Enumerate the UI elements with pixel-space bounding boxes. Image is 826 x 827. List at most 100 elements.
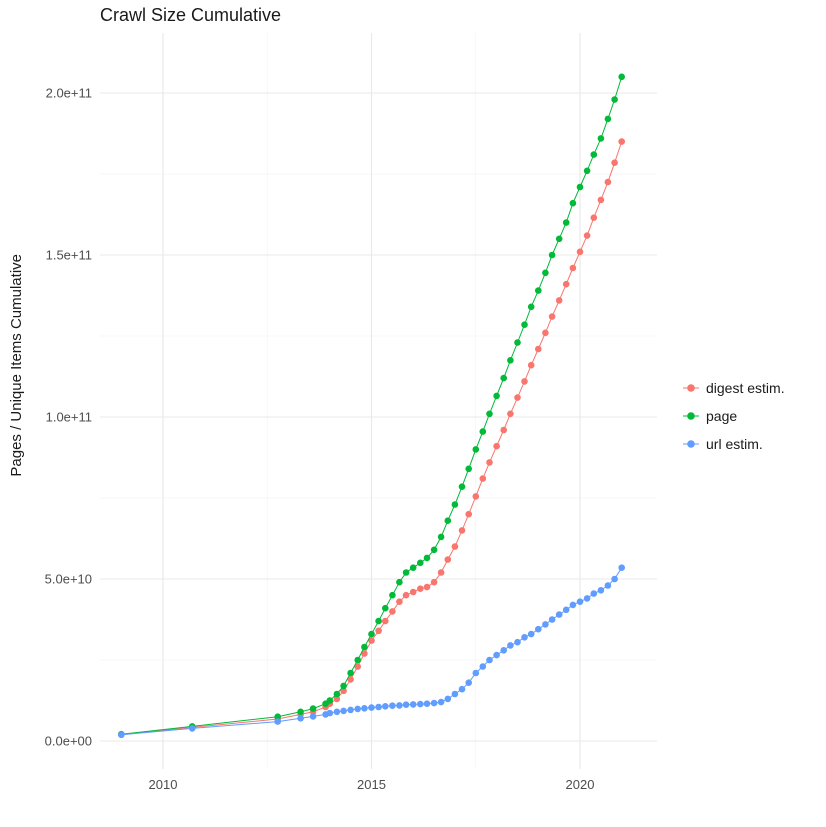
data-point-url-estim (347, 706, 354, 714)
data-point-page (309, 705, 317, 712)
data-point-url-estim (382, 703, 389, 710)
data-point-url-estim (514, 638, 521, 646)
data-point-digest-estim (548, 313, 556, 320)
data-point-url-estim (309, 713, 317, 720)
data-point-page (604, 115, 612, 123)
data-point-url-estim (326, 709, 334, 717)
data-point-digest-estim (500, 426, 508, 434)
legend-item-digest-estim: digest estim. (682, 380, 785, 396)
data-point-digest-estim (521, 378, 528, 385)
data-point-digest-estim (583, 232, 591, 239)
data-point-page (368, 630, 375, 638)
legend-label-digest-estim: digest estim. (706, 380, 785, 396)
legend-label-url-estim: url estim. (706, 436, 763, 452)
x-tick-label: 2020 (566, 777, 595, 792)
data-point-page (535, 287, 542, 294)
data-point-digest-estim (382, 617, 389, 625)
data-point-digest-estim (611, 159, 618, 166)
data-point-digest-estim (472, 493, 480, 500)
data-point-url-estim (458, 685, 466, 693)
data-point-url-estim (527, 630, 535, 638)
data-point-page (409, 564, 417, 571)
data-point-url-estim (444, 695, 452, 703)
data-point-url-estim (486, 656, 493, 664)
data-point-url-estim (188, 725, 196, 732)
data-point-digest-estim (576, 248, 584, 256)
data-point-digest-estim (479, 475, 487, 482)
legend: digest estim. page url estim. (682, 380, 785, 452)
data-point-url-estim (297, 715, 304, 722)
data-point-url-estim (396, 702, 403, 709)
data-point-url-estim (583, 595, 591, 602)
data-point-digest-estim (618, 138, 625, 145)
y-tick-label: 0.0e+00 (45, 734, 92, 749)
data-point-page (542, 269, 549, 277)
data-point-page (590, 151, 598, 158)
data-point-digest-estim (555, 297, 563, 304)
data-point-digest-estim (347, 676, 354, 683)
series-layer (118, 73, 625, 739)
data-point-url-estim (479, 663, 487, 670)
data-point-digest-estim (514, 394, 521, 401)
data-point-url-estim (604, 582, 612, 589)
x-tick-label: 2010 (149, 777, 178, 792)
data-point-page (555, 235, 563, 243)
series-url-estim (118, 564, 625, 739)
data-point-url-estim (507, 642, 514, 649)
y-tick-label: 2.0e+11 (46, 86, 92, 101)
data-point-page (521, 321, 528, 329)
data-point-digest-estim (527, 361, 535, 369)
legend-item-page: page (682, 408, 785, 424)
legend-key-dot-digest-estim (682, 381, 700, 395)
data-point-page (396, 578, 403, 586)
data-point-page (347, 669, 354, 677)
data-point-page (597, 135, 605, 142)
data-point-digest-estim (333, 695, 341, 703)
data-point-digest-estim (409, 588, 417, 596)
data-point-digest-estim (542, 329, 549, 337)
legend-label-page: page (706, 408, 738, 424)
data-point-url-estim (333, 708, 341, 716)
data-point-page (548, 251, 556, 259)
x-tick-label: 2015 (357, 777, 386, 792)
data-point-digest-estim (354, 663, 362, 670)
data-point-url-estim (542, 621, 549, 628)
data-point-page (423, 554, 431, 562)
data-point-page (417, 559, 424, 567)
data-point-page (437, 533, 445, 541)
data-point-url-estim (389, 702, 396, 709)
data-point-url-estim (402, 701, 410, 708)
data-point-url-estim (437, 698, 445, 706)
data-point-digest-estim (375, 627, 382, 635)
data-point-digest-estim (597, 196, 605, 204)
data-point-page (458, 483, 466, 491)
data-point-url-estim (430, 699, 438, 707)
data-point-url-estim (576, 598, 584, 605)
data-point-page (402, 569, 410, 576)
axis-tick-labels: 0.0e+00 5.0e+10 1.0e+11 1.5e+11 2.0e+11 2010 2… (45, 86, 595, 793)
series-page (118, 73, 625, 738)
data-point-page (465, 465, 473, 473)
data-point-page (500, 374, 508, 382)
data-point-page (514, 339, 521, 346)
data-point-page (354, 656, 362, 664)
data-point-page (583, 167, 591, 175)
data-point-page (297, 708, 304, 716)
data-point-digest-estim (507, 410, 514, 418)
data-point-url-estim (493, 651, 500, 659)
data-point-url-estim (611, 575, 618, 583)
data-point-digest-estim (402, 591, 410, 599)
data-point-page (562, 219, 570, 226)
legend-item-url-estim: url estim. (682, 436, 785, 452)
data-point-url-estim (465, 679, 473, 686)
data-point-url-estim (597, 587, 605, 594)
data-point-page (611, 96, 618, 103)
data-point-page (479, 428, 487, 435)
data-point-url-estim (361, 705, 368, 712)
data-point-page (527, 303, 535, 311)
data-point-url-estim (562, 606, 570, 614)
data-point-url-estim (417, 700, 424, 708)
y-tick-label: 5.0e+10 (45, 572, 92, 587)
